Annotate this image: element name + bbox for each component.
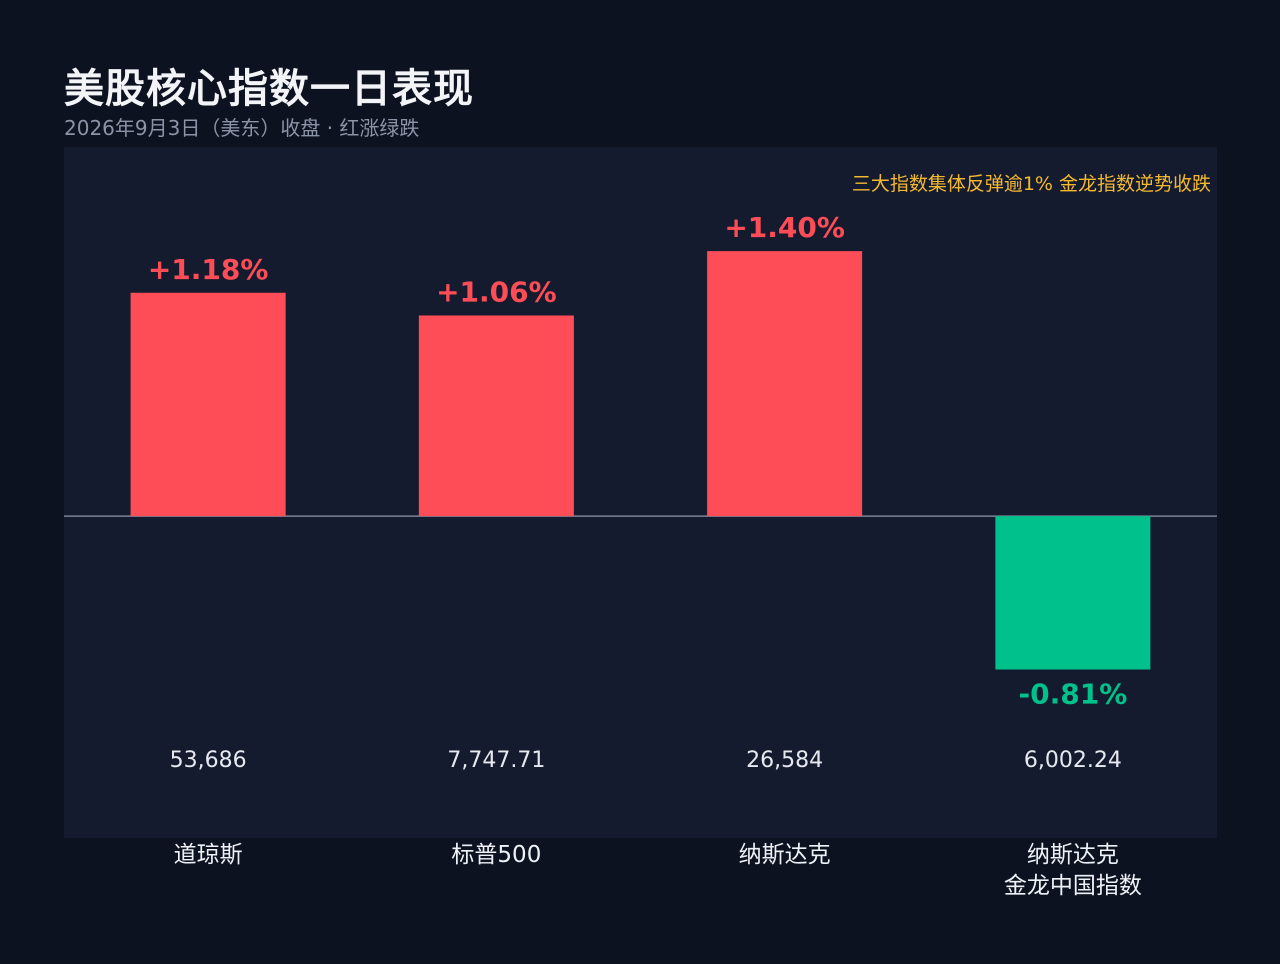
chart-subtitle: 2026年9月3日（美东）收盘 · 红涨绿跌 bbox=[64, 116, 420, 140]
category-label-0: 道琼斯 bbox=[173, 842, 243, 868]
bar-2 bbox=[707, 251, 863, 517]
bar-0 bbox=[130, 292, 286, 517]
value-label-1: +1.06% bbox=[436, 275, 557, 308]
closing-level-1: 7,747.71 bbox=[447, 748, 545, 773]
bar-1 bbox=[418, 315, 574, 517]
closing-level-3: 6,002.24 bbox=[1024, 748, 1122, 773]
value-label-3: -0.81% bbox=[1018, 678, 1127, 711]
chart-annotation: 三大指数集体反弹逾1% 金龙指数逆势收跌 bbox=[851, 173, 1211, 195]
x-axis-labels: 道琼斯 标普500 纳斯达克 纳斯达克 金龙中国指数 bbox=[64, 840, 1217, 910]
bar-3 bbox=[995, 516, 1151, 670]
chart-canvas: +1.18% 53,686 +1.06% 7,747.71 +1.40% 26,584 -0… bbox=[64, 211, 1217, 773]
value-label-0: +1.18% bbox=[148, 253, 269, 286]
closing-level-2: 26,584 bbox=[746, 748, 823, 773]
plot-area: +1.18% 53,686 +1.06% 7,747.71 +1.40% 26,584 -0… bbox=[64, 147, 1217, 838]
category-label-3: 纳斯达克 金龙中国指数 bbox=[1003, 842, 1142, 899]
value-label-2: +1.40% bbox=[724, 211, 845, 244]
category-label-1: 标普500 bbox=[451, 842, 542, 868]
closing-level-0: 53,686 bbox=[170, 748, 247, 773]
category-label-2: 纳斯达克 bbox=[738, 842, 831, 868]
chart-title: 美股核心指数一日表现 bbox=[64, 66, 474, 112]
